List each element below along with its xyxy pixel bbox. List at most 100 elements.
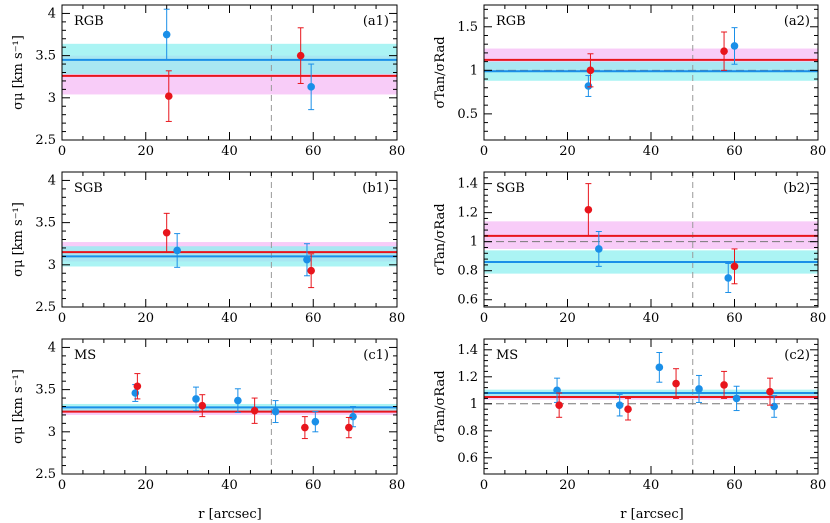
x-tick-label: 20 [137,144,154,159]
panel-label: (a2) [784,14,810,29]
data-point-red [162,228,171,237]
y-axis-label: σμ [km s⁻¹] [11,35,26,110]
data-point-blue [770,402,778,411]
data-point-blue [615,401,624,409]
y-tick-label: 1 [470,235,478,250]
y-tick-label: 1.2 [457,370,478,385]
x-tick-label: 0 [480,144,488,159]
data-point-red [345,423,353,432]
y-axis-label: σμ [km s⁻¹] [11,369,26,444]
plot-area-a1 [62,5,397,140]
y-tick-label: 3.5 [35,49,56,64]
population-label: SGB [496,181,525,196]
data-point-red [720,381,728,389]
panel-a1: 0 20 40 60 80 2.5 3 3.5 4 RGB (a1) σμ [km s⁻¹] [11,4,406,159]
panel-label: (c2) [784,348,810,363]
x-tick-label: 80 [810,311,827,326]
data-point-red [133,382,142,391]
data-point-blue [349,412,357,421]
data-point-blue [730,42,739,50]
x-tick-label: 40 [643,311,660,326]
data-point-blue [732,394,741,403]
data-point-blue [307,83,315,91]
y-tick-label: 1.2 [457,206,478,221]
data-point-red [584,205,593,214]
plot-area-a2 [484,5,818,140]
y-tick-label: 3.5 [35,383,56,398]
data-point-red [164,92,173,100]
x-tick-label: 20 [559,311,576,326]
y-tick-label: 2.5 [35,133,56,148]
data-point-blue [311,417,320,426]
data-point-red [730,262,739,271]
y-tick-label: 3.5 [35,216,56,231]
x-tick-label: 0 [58,311,66,326]
x-tick-label: 60 [305,144,322,159]
x-axis-label-left: r [arcsec] [198,507,261,522]
data-point-blue [192,395,200,403]
x-tick-label: 40 [221,478,238,493]
data-point-red [766,387,774,396]
x-tick-label: 40 [221,144,238,159]
panel-label: (b2) [783,181,810,196]
panel-label: (a1) [363,14,389,29]
population-label: SGB [74,181,103,196]
data-point-blue [271,407,280,416]
panel-label: (b1) [362,181,389,196]
y-axis-label: σTan/σRad [433,36,448,108]
plot-area-b1 [62,172,397,307]
data-point-blue [695,385,703,393]
data-point-red [720,47,728,55]
x-tick-label: 0 [58,478,66,493]
data-point-blue [131,389,140,397]
data-point-blue [162,30,171,39]
x-tick-label: 80 [810,144,827,159]
x-tick-label: 20 [559,144,576,159]
y-tick-label: 3 [48,425,56,440]
data-point-blue [595,245,603,253]
y-tick-label: 4 [48,173,56,188]
plot-area-c2 [484,339,818,474]
x-tick-label: 0 [480,311,488,326]
y-tick-label: 3 [48,258,56,273]
y-tick-label: 1.4 [457,343,478,358]
y-tick-label: 1 [470,63,478,78]
x-tick-label: 80 [810,478,827,493]
panel-b1: 0 20 40 60 80 2.5 3 3.5 4 SGB (b1) σμ [km s⁻¹] [11,171,405,326]
data-point-red [307,266,315,275]
x-tick-label: 20 [137,478,154,493]
data-point-red [250,406,259,415]
y-tick-label: 4 [48,340,56,355]
x-tick-label: 60 [726,144,743,159]
y-tick-label: 0.6 [457,451,478,466]
x-tick-label: 60 [305,478,322,493]
data-point-red [624,405,632,414]
plot-area-b2 [484,172,818,307]
y-tick-label: 3 [48,91,56,106]
data-point-blue [724,274,733,282]
data-point-red [296,51,305,60]
panel-b2: 0 20 40 60 80 0.6 0.8 1 1.2 1.4 SGB (b2) σTan/σRad [433,171,827,326]
population-label: RGB [496,14,526,29]
y-tick-label: 4 [48,6,56,21]
y-tick-label: 0.8 [457,264,478,279]
data-point-red [555,401,563,409]
data-point-blue [173,246,181,255]
data-point-blue [303,255,311,264]
data-point-blue [584,82,593,90]
x-tick-label: 20 [137,311,154,326]
panel-a2: 0 20 40 60 80 0.5 1 1.5 RGB (a2) σTan/σRad [433,4,827,159]
population-label: MS [74,348,96,363]
x-tick-label: 80 [389,144,406,159]
y-tick-label: 0.5 [457,107,478,122]
x-tick-label: 60 [726,478,743,493]
x-tick-label: 60 [305,311,322,326]
x-tick-label: 0 [58,144,66,159]
y-tick-label: 0.8 [457,424,478,439]
panel-c2: 0 20 40 60 80 0.6 0.8 1 1.2 1.4 MS (c2) σTan/σRad [433,338,827,493]
y-tick-label: 2.5 [35,467,56,482]
population-label: MS [496,348,518,363]
plot-area-c1 [62,339,397,474]
